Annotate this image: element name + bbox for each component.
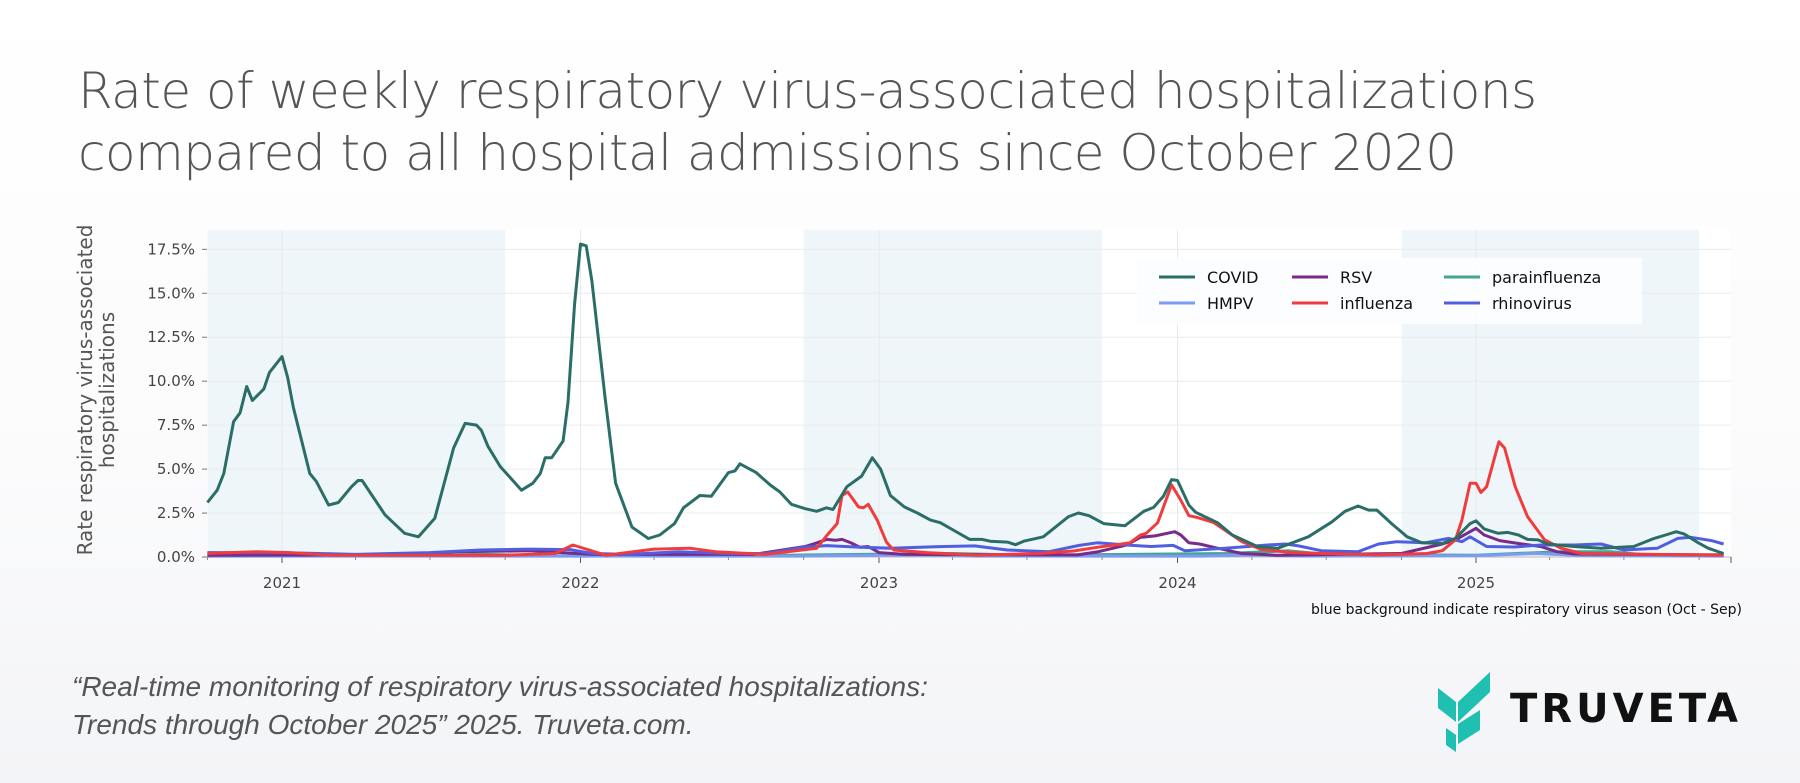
y-tick-label: 17.5%	[147, 240, 195, 258]
series-line-rhinovirus	[207, 535, 1725, 556]
y-tick-label: 15.0%	[147, 284, 195, 302]
series-line-hmpv	[207, 552, 1724, 558]
chart-title: Rate of weekly respiratory virus-associa…	[78, 62, 1537, 182]
citation-line-2: Trends through October 2025” 2025. Truve…	[72, 709, 694, 740]
legend-label-covid: COVID	[1207, 268, 1258, 287]
legend-label-influenza: influenza	[1340, 294, 1413, 313]
logo-text: TRUVETA	[1510, 686, 1742, 732]
y-tick-label: 10.0%	[147, 372, 195, 390]
x-tick-label: 2023	[860, 574, 898, 592]
y-axis-label: Rate respiratory virus-associated hospit…	[73, 225, 119, 556]
season-shading	[207, 230, 1731, 557]
series-line-covid	[206, 242, 1725, 555]
y-tick-label: 5.0%	[157, 460, 195, 478]
y-axis-label-line2: hospitalizations	[95, 312, 119, 468]
x-tick-label: 2025	[1457, 574, 1495, 592]
legend-label-rhinovirus: rhinovirus	[1492, 294, 1572, 313]
season-shade-0	[207, 230, 506, 557]
legend-label-parainfluenza: parainfluenza	[1492, 268, 1601, 287]
legend-box	[1137, 258, 1642, 324]
truveta-logo: TRUVETA	[1438, 672, 1742, 752]
x-tick-label: 2022	[561, 574, 599, 592]
x-tick-label: 2021	[263, 574, 301, 592]
citation: “Real-time monitoring of respiratory vir…	[72, 668, 928, 744]
citation-line-1: “Real-time monitoring of respiratory vir…	[72, 671, 928, 702]
y-axis-label-line1: Rate respiratory virus-associated	[73, 225, 97, 556]
y-tick-label: 7.5%	[157, 416, 195, 434]
y-tick-label: 0.0%	[157, 548, 195, 566]
series-line-influenza	[207, 440, 1724, 557]
series-line-rsv	[207, 526, 1724, 557]
truveta-leaf-icon	[1438, 672, 1490, 752]
season-note: blue background indicate respiratory vir…	[1310, 602, 1742, 618]
y-tick-label: 12.5%	[147, 328, 195, 346]
season-shade-1	[803, 230, 1103, 557]
legend-label-rsv: RSV	[1340, 268, 1372, 287]
series-lines	[206, 242, 1725, 558]
x-tick-label: 2024	[1158, 574, 1196, 592]
y-tick-label: 2.5%	[157, 504, 195, 522]
legend: COVID RSV parainfluenza HMPV influenza rhinov…	[1137, 258, 1642, 324]
legend-label-hmpv: HMPV	[1207, 294, 1253, 313]
